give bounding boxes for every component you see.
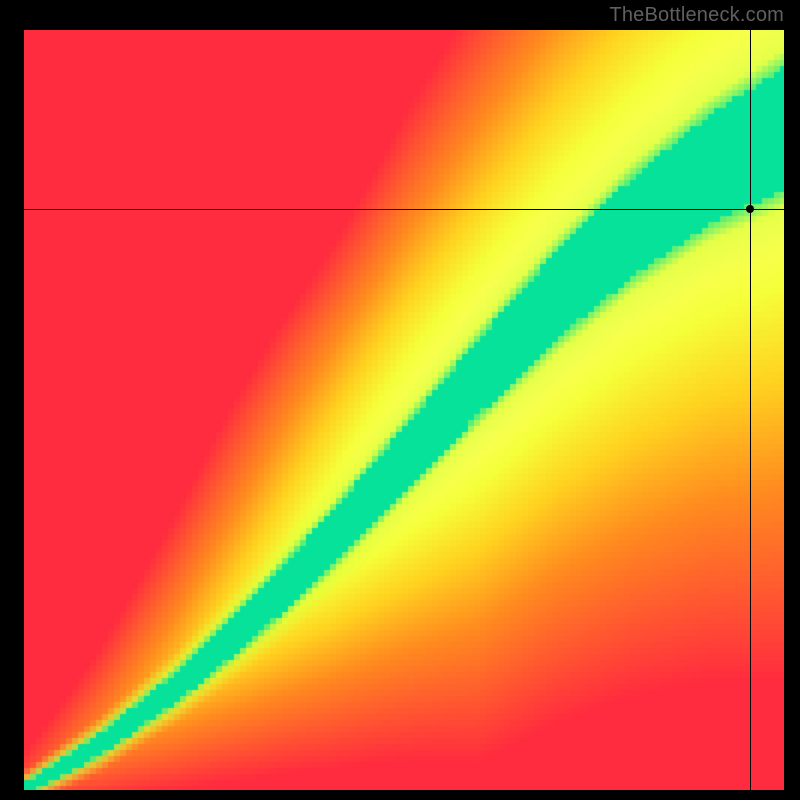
crosshair-marker: [746, 205, 754, 213]
crosshair-horizontal: [24, 209, 784, 210]
crosshair-vertical: [750, 30, 751, 790]
watermark-text: TheBottleneck.com: [609, 4, 784, 27]
plot-area: [24, 30, 784, 790]
bottleneck-heatmap: [24, 30, 784, 790]
